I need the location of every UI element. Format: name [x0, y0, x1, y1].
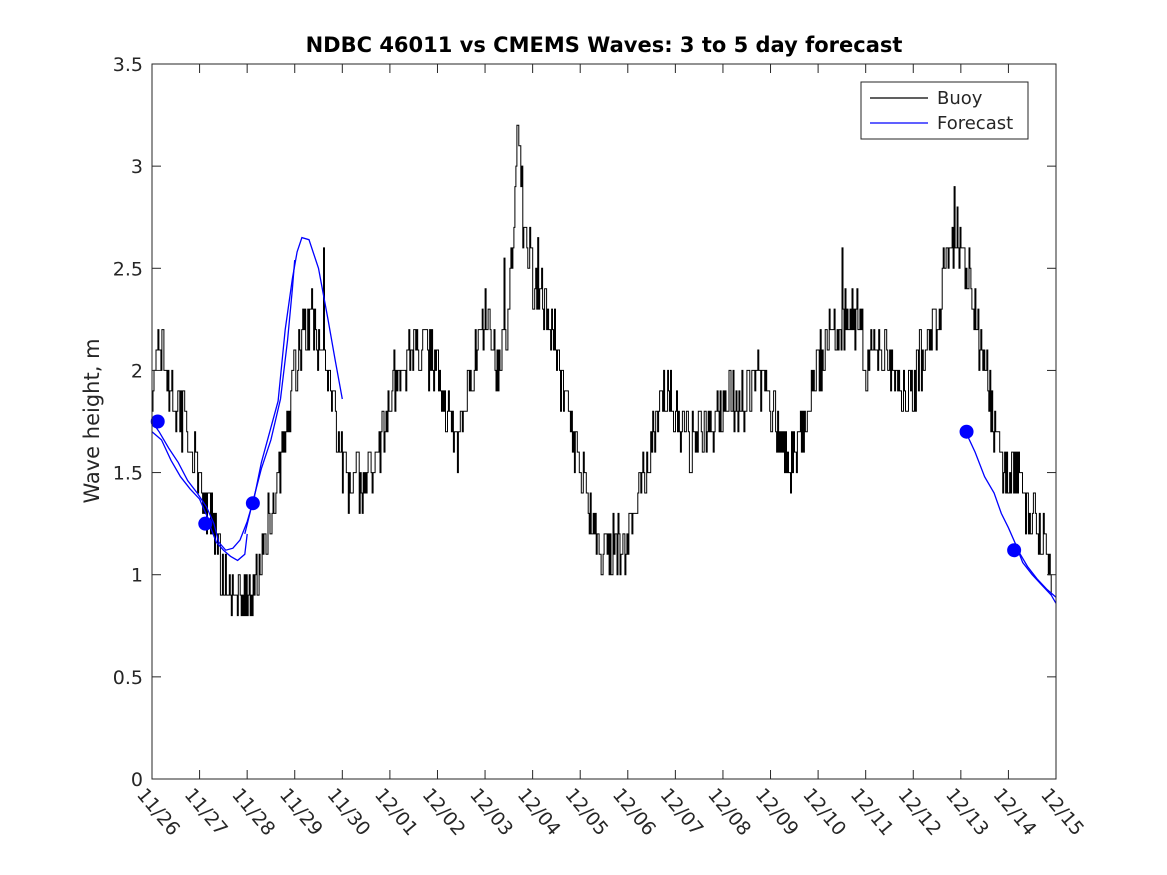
x-tick-label-2: 11/28 [227, 784, 279, 840]
plot-area: 0 0.5 1 1.5 2 2.5 3 3.5 11/2611/2711/2811/2911/3… [113, 54, 1088, 840]
x-tick-label-12: 12/08 [703, 784, 755, 840]
x-tick-label-1: 11/27 [180, 784, 232, 840]
y-tick-label-2: 1 [131, 565, 143, 587]
y-tick-label-1: 0.5 [113, 667, 143, 689]
forecast-series-line-5 [1017, 549, 1057, 598]
forecast-series-line-4 [965, 431, 1057, 604]
x-tick-label-9: 12/05 [560, 784, 612, 840]
y-tick-label-5: 2.5 [113, 258, 143, 280]
buoy-series-line [152, 124, 1052, 617]
chart-title: NDBC 46011 vs CMEMS Waves: 3 to 5 day fo… [306, 33, 903, 57]
x-tick-label-15: 12/11 [846, 784, 898, 840]
forecast-point-5 [1007, 543, 1022, 558]
legend: Buoy Forecast [860, 81, 1029, 140]
x-tick-label-6: 12/02 [418, 784, 470, 840]
y-tick-label-6: 3 [131, 156, 143, 178]
legend-box [860, 81, 1029, 140]
legend-label-forecast: Forecast [937, 113, 1013, 134]
x-tick-label-4: 11/30 [322, 784, 374, 840]
legend-label-buoy: Buoy [937, 88, 983, 109]
y-axis-label: Wave height, m [80, 338, 104, 503]
y-tick-label-0: 0 [131, 769, 143, 791]
x-tick-label-14: 12/10 [798, 784, 850, 840]
x-tick-label-17: 12/13 [941, 784, 993, 840]
x-tick-label-16: 12/12 [893, 784, 945, 840]
y-tick-label-7: 3.5 [113, 54, 143, 76]
x-tick-label-13: 12/09 [751, 784, 803, 840]
forecast-point-2 [198, 516, 213, 531]
x-tick-label-3: 11/29 [275, 784, 327, 840]
forecast-series-line-3 [244, 260, 296, 535]
forecast-point-3 [245, 496, 260, 511]
axes-box [151, 63, 1057, 780]
x-tick-label-10: 12/06 [608, 784, 660, 840]
forecast-point-4 [959, 424, 974, 439]
x-tick-label-5: 12/01 [370, 784, 422, 840]
x-tick-label-19: 12/15 [1036, 784, 1088, 840]
x-tick-label-0: 11/26 [132, 784, 184, 840]
forecast-point-1 [150, 414, 165, 429]
y-tick-label-4: 2 [131, 360, 143, 382]
y-tick-label-3: 1.5 [113, 463, 143, 485]
x-tick-label-7: 12/03 [465, 784, 517, 840]
x-tick-label-8: 12/04 [513, 784, 565, 840]
x-tick-label-18: 12/14 [989, 784, 1041, 840]
x-tick-label-11: 12/07 [656, 784, 708, 840]
